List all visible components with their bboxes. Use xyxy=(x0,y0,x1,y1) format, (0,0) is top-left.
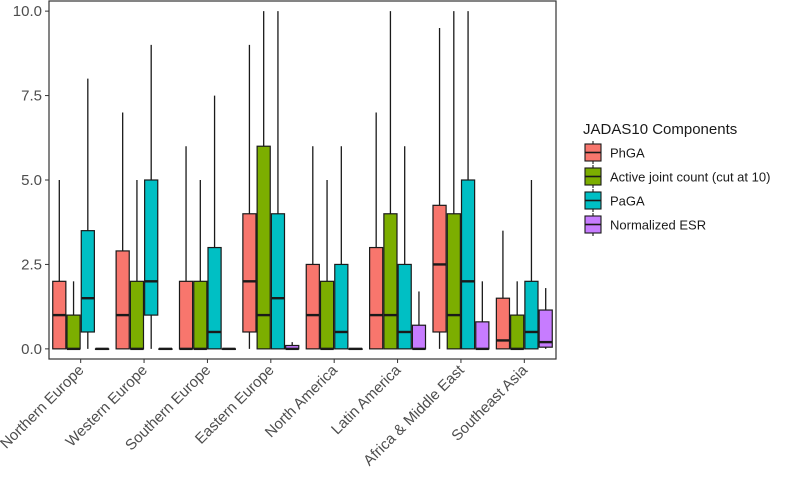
legend-item: Normalized ESR xyxy=(584,213,706,236)
box-paga xyxy=(524,180,539,350)
box-normalized-esr xyxy=(348,347,363,351)
box-body xyxy=(144,179,159,316)
box-normalized-esr xyxy=(538,288,553,349)
box-active-joint-count-cut-at-10- xyxy=(193,180,208,351)
box-body xyxy=(460,179,476,350)
box-active-joint-count-cut-at-10- xyxy=(66,281,81,351)
y-tick-label: 2.5 xyxy=(21,256,42,273)
box-phga xyxy=(178,146,194,351)
box-body xyxy=(369,246,384,350)
y-tick-label: 7.5 xyxy=(21,88,42,105)
box-active-joint-count-cut-at-10- xyxy=(256,11,271,350)
box-body xyxy=(432,204,447,333)
legend-label: Active joint count (cut at 10) xyxy=(610,170,770,185)
box-body xyxy=(383,213,398,350)
legend-label: PaGA xyxy=(610,194,645,209)
y-tick-label: 0.0 xyxy=(21,341,42,358)
box-active-joint-count-cut-at-10- xyxy=(446,11,461,350)
legend-label: Normalized ESR xyxy=(610,218,706,233)
box-phga xyxy=(432,28,447,349)
box-body xyxy=(446,213,461,350)
box-phga xyxy=(242,44,257,349)
box-body xyxy=(270,213,286,350)
box-active-joint-count-cut-at-10- xyxy=(510,281,525,351)
box-paga xyxy=(334,146,349,350)
box-body xyxy=(495,297,511,350)
box-phga xyxy=(305,146,320,350)
box-phga xyxy=(115,112,130,350)
box-body xyxy=(334,263,349,350)
box-phga xyxy=(52,180,67,350)
box-paga xyxy=(460,11,476,350)
legend-title: JADAS10 Components xyxy=(583,121,737,138)
box-normalized-esr xyxy=(221,347,236,351)
box-paga xyxy=(144,44,159,349)
box-normalized-esr xyxy=(94,347,110,351)
box-body xyxy=(524,280,539,350)
box-body xyxy=(66,314,81,350)
box-normalized-esr xyxy=(475,281,490,351)
box-body xyxy=(411,324,427,350)
box-body xyxy=(207,246,222,350)
box-body xyxy=(510,314,525,350)
box-body xyxy=(80,230,95,333)
box-body xyxy=(129,280,145,350)
box-body xyxy=(256,145,271,350)
box-body xyxy=(538,309,553,348)
box-active-joint-count-cut-at-10- xyxy=(383,11,398,350)
box-body xyxy=(305,263,320,350)
legend: JADAS10 Components PhGA Active joint coun… xyxy=(583,121,770,236)
box-layer xyxy=(52,11,553,351)
y-tick-label: 10.0 xyxy=(13,3,42,20)
y-tick-label: 5.0 xyxy=(21,172,42,189)
legend-item: PhGA xyxy=(584,141,645,164)
y-axis: 0.0 2.5 5.0 7.5 10.0 xyxy=(13,3,49,358)
box-body xyxy=(319,280,335,350)
legend-item: PaGA xyxy=(584,189,645,212)
box-paga xyxy=(397,146,412,350)
legend-label: PhGA xyxy=(610,146,645,161)
box-body xyxy=(178,280,194,350)
box-active-joint-count-cut-at-10- xyxy=(129,180,145,351)
box-paga xyxy=(207,95,222,350)
box-normalized-esr xyxy=(411,291,427,351)
box-paga xyxy=(80,78,95,349)
box-paga xyxy=(270,11,286,350)
box-body xyxy=(475,321,490,350)
box-phga xyxy=(369,112,384,350)
box-body xyxy=(397,263,412,350)
box-phga xyxy=(495,230,511,350)
box-body xyxy=(193,280,208,350)
legend-item: Active joint count (cut at 10) xyxy=(584,165,770,188)
box-body xyxy=(115,250,130,350)
box-normalized-esr xyxy=(158,347,173,351)
box-body xyxy=(242,213,257,333)
box-active-joint-count-cut-at-10- xyxy=(319,180,335,351)
box-normalized-esr xyxy=(285,342,300,351)
